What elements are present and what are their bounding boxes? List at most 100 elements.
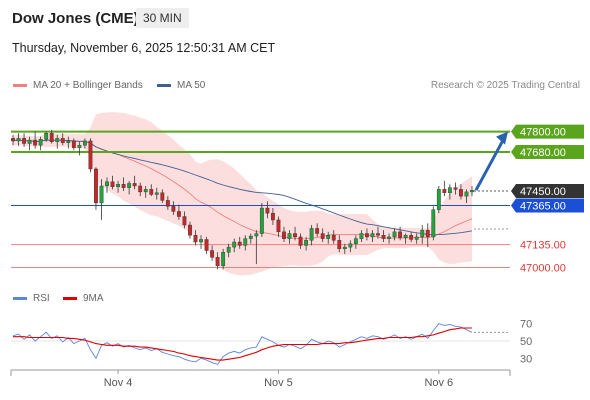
candle-body xyxy=(403,235,408,238)
candle-body xyxy=(38,139,43,146)
candle-body xyxy=(165,200,170,207)
candle xyxy=(370,230,375,243)
candle xyxy=(353,235,358,249)
candle-body xyxy=(215,257,220,267)
candle-body xyxy=(276,219,281,233)
candle xyxy=(71,138,76,151)
candle-body xyxy=(188,224,192,236)
candle xyxy=(33,131,38,149)
candle-body xyxy=(431,209,436,238)
candle xyxy=(243,235,248,251)
candle-body xyxy=(331,235,336,241)
legend-swatch xyxy=(157,83,171,87)
candle-body xyxy=(376,233,380,236)
legend-swatch xyxy=(13,296,27,300)
level-tag-resistance: 47680.00 xyxy=(511,144,584,159)
candle xyxy=(304,236,309,251)
timeframe-badge[interactable]: 30 MIN xyxy=(136,8,189,28)
candle xyxy=(232,238,237,253)
legend-rsi: RSI xyxy=(13,293,50,304)
candle-body xyxy=(243,238,248,246)
candle xyxy=(143,185,148,198)
candle xyxy=(215,252,220,270)
bollinger-band xyxy=(13,112,472,276)
candle-body xyxy=(27,139,32,144)
candle xyxy=(398,226,403,241)
candle xyxy=(22,133,26,147)
candle-body xyxy=(265,207,270,214)
candle-body xyxy=(282,231,286,239)
candle-body xyxy=(232,241,237,248)
candle-body xyxy=(447,187,452,193)
level-value: 47135.00 xyxy=(520,240,566,252)
candle xyxy=(420,225,425,244)
candle xyxy=(88,138,93,173)
rsi-tick-label: 50 xyxy=(520,336,532,348)
candle xyxy=(160,189,165,203)
legend-swatch xyxy=(13,83,27,87)
forecast-arrow-head xyxy=(496,131,508,145)
candle-body xyxy=(105,181,109,187)
candle-body xyxy=(88,140,93,170)
level-tag-pivot: 47365.00 xyxy=(511,198,584,213)
candle-body xyxy=(221,252,226,267)
candle xyxy=(138,182,143,197)
candle-body xyxy=(425,229,430,238)
candle xyxy=(309,225,314,246)
level-tag-support: 47000.00 xyxy=(520,263,566,275)
candle-body xyxy=(414,236,419,240)
candle-body xyxy=(33,139,38,146)
candle xyxy=(453,182,458,195)
candle xyxy=(447,184,452,200)
candle-body xyxy=(342,246,347,250)
candle xyxy=(188,221,192,239)
candle xyxy=(16,133,21,147)
candle-body xyxy=(453,187,458,190)
candle-body xyxy=(353,238,358,244)
candle-body xyxy=(138,185,143,193)
x-tick-label: Nov 4 xyxy=(104,377,133,389)
rsi-tick-label: 70 xyxy=(520,319,532,331)
candle-body xyxy=(315,228,320,234)
candle xyxy=(248,233,253,244)
level-tag-current: 47450.00 xyxy=(511,184,584,199)
candle xyxy=(176,204,181,220)
candle-body xyxy=(49,133,54,142)
level-value: 47680.00 xyxy=(520,147,566,159)
candle-body xyxy=(254,233,259,237)
x-tick-label: Nov 6 xyxy=(424,377,453,389)
candle-body xyxy=(99,185,104,204)
level-tag-bg xyxy=(511,198,584,213)
candle xyxy=(55,134,60,149)
candle-body xyxy=(287,233,292,239)
candle-body xyxy=(271,212,275,221)
forecast-arrow-shaft xyxy=(474,135,507,191)
candle-body xyxy=(381,235,386,239)
candle xyxy=(105,177,109,193)
candle-body xyxy=(298,236,303,246)
candle xyxy=(387,233,391,244)
candle-body xyxy=(293,233,297,238)
candle xyxy=(210,245,214,261)
candle-body xyxy=(44,133,49,140)
candle xyxy=(60,133,65,146)
candle xyxy=(436,185,441,214)
candle-body xyxy=(11,138,15,142)
candle xyxy=(431,206,436,241)
candle xyxy=(44,131,49,142)
candle-body xyxy=(121,184,126,188)
candle xyxy=(132,175,137,190)
candle xyxy=(271,208,275,226)
candle-body xyxy=(464,191,469,197)
candle-body xyxy=(226,246,231,253)
candle-body xyxy=(370,233,375,238)
candle xyxy=(326,231,331,244)
candle-body xyxy=(237,241,242,246)
candle xyxy=(365,228,369,241)
legend-ma50: MA 50 xyxy=(157,80,205,91)
legend-label: MA 50 xyxy=(177,80,206,91)
candle xyxy=(154,187,159,200)
candle xyxy=(171,201,176,215)
